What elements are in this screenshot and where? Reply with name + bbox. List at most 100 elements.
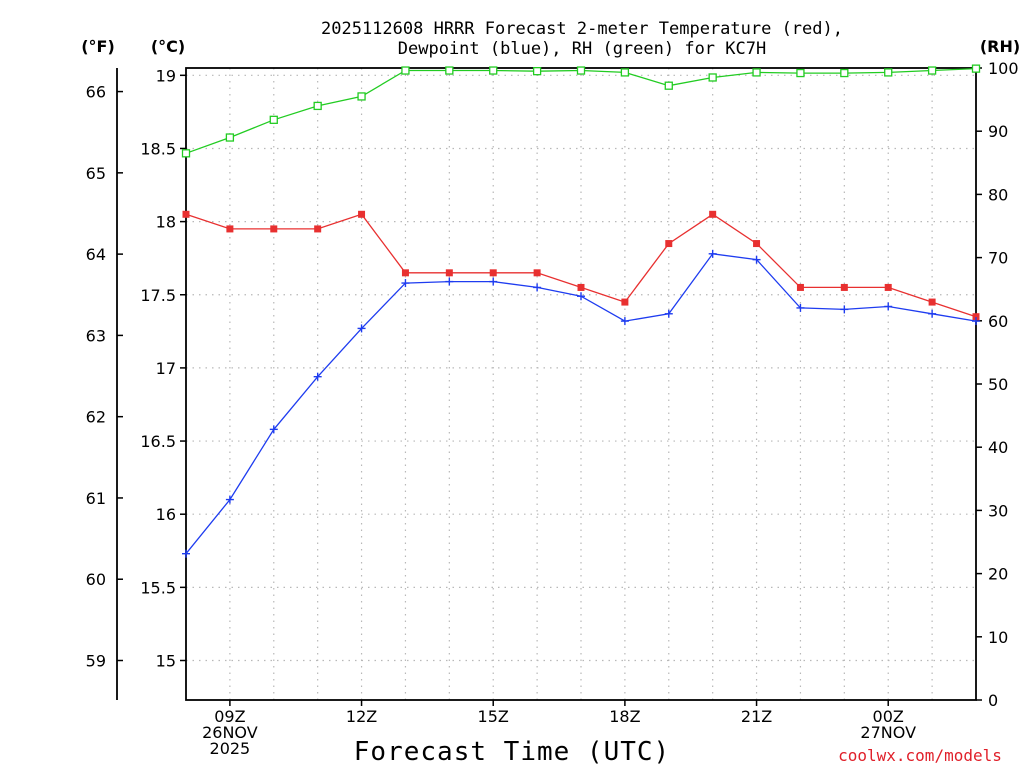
series-temperature: [182, 210, 980, 321]
dewpoint-point: [225, 495, 234, 504]
temperature-line: [185, 213, 977, 318]
rh-point: [489, 66, 498, 75]
temperature-point: [928, 298, 936, 306]
dewpoint-point: [708, 249, 717, 258]
fahrenheit-tick-label: 59: [86, 652, 106, 671]
x-tick-label: 15Z: [478, 707, 509, 726]
temperature-point: [884, 283, 892, 291]
temperature-point: [314, 225, 322, 233]
series-dewpoint: [182, 249, 980, 558]
credit-text: coolwx.com/models: [838, 746, 1002, 765]
rh-tick-label: 0: [988, 691, 998, 710]
temperature-point: [753, 240, 761, 248]
series-rh: [181, 64, 981, 158]
fahrenheit-tick-label: 64: [86, 245, 106, 264]
rh-point: [181, 149, 191, 158]
dewpoint-point: [620, 317, 629, 326]
dewpoint-point: [884, 302, 893, 311]
rh-tick-label: 90: [988, 122, 1008, 141]
plot-frame: [185, 67, 977, 701]
temperature-point: [226, 225, 234, 233]
rh-point: [225, 133, 235, 142]
fahrenheit-tick-label: 60: [86, 570, 106, 589]
rh-point: [313, 101, 322, 111]
x-tick-label: 26NOV: [202, 723, 258, 742]
rh-point: [620, 68, 630, 77]
dewpoint-point: [664, 309, 673, 318]
celsius-tick-label: 16: [156, 505, 176, 524]
chart-title-line1: 2025112608 HRRR Forecast 2-meter Tempera…: [321, 19, 843, 39]
temperature-point: [358, 210, 366, 218]
celsius-tick-label: 15: [156, 652, 176, 671]
fahrenheit-unit-label: (°F): [81, 37, 115, 56]
dewpoint-point: [489, 277, 498, 286]
dewpoint-point: [577, 292, 585, 301]
rh-point: [927, 66, 937, 75]
celsius-tick-label: 19: [156, 66, 176, 85]
rh-point: [884, 68, 893, 77]
rh-tick-label: 50: [988, 375, 1008, 394]
rh-point: [971, 64, 981, 73]
rh-point: [752, 68, 761, 77]
temperature-point: [709, 210, 717, 218]
dewpoint-point: [796, 303, 805, 312]
series-layer: [181, 64, 981, 558]
rh-point: [840, 68, 849, 78]
rh-tick-label: 70: [988, 249, 1008, 268]
temperature-point: [445, 269, 453, 277]
rh-tick-label: 30: [988, 501, 1008, 520]
temperature-point: [796, 283, 804, 291]
labels-layer: 15 15.5 16 16.5 17 17.5 18 18.5 19 59 60 61 62 63 64 65…: [86, 59, 1019, 758]
temperature-point: [270, 225, 278, 233]
dewpoint-point: [840, 305, 849, 314]
rh-unit-label: (RH): [980, 37, 1020, 56]
celsius-tick-label: 17.5: [140, 286, 176, 305]
x-tick-label: 00Z: [873, 707, 904, 726]
rh-point: [532, 67, 542, 76]
temperature-point: [533, 269, 541, 277]
grid: [186, 68, 976, 700]
rh-tick-label: 20: [988, 565, 1008, 584]
rh-tick-label: 40: [988, 438, 1008, 457]
temperature-point: [489, 269, 497, 277]
x-axis-title: Forecast Time (UTC): [354, 737, 670, 767]
dewpoint-point: [357, 324, 366, 333]
x-tick-label: 2025: [210, 739, 251, 758]
axes: [116, 67, 982, 706]
celsius-unit-label: (°C): [151, 37, 185, 56]
temperature-point: [840, 283, 848, 291]
rh-point: [576, 66, 586, 75]
rh-point: [708, 73, 717, 82]
fahrenheit-tick-label: 66: [86, 83, 106, 102]
dewpoint-point: [752, 255, 761, 264]
celsius-tick-label: 16.5: [140, 432, 176, 451]
rh-tick-label: 10: [988, 628, 1008, 647]
dewpoint-point: [445, 277, 454, 286]
x-tick-label: 12Z: [346, 707, 377, 726]
dewpoint-point: [928, 309, 937, 318]
celsius-tick-label: 18: [156, 213, 176, 232]
temperature-point: [665, 240, 673, 248]
temperature-point: [401, 269, 409, 277]
celsius-tick-label: 17: [156, 359, 176, 378]
rh-point: [445, 66, 454, 75]
rh-point: [664, 81, 673, 90]
chart-title-line2: Dewpoint (blue), RH (green) for KC7H: [398, 39, 766, 59]
temperature-point: [972, 313, 980, 321]
temperature-point: [182, 210, 190, 218]
x-tick-label: 09Z: [214, 707, 245, 726]
x-tick-label: 27NOV: [860, 723, 916, 742]
rh-point: [796, 68, 805, 78]
temperature-point: [577, 283, 585, 291]
rh-tick-label: 80: [988, 185, 1008, 204]
dewpoint-point: [533, 283, 542, 292]
celsius-tick-label: 18.5: [140, 139, 176, 158]
dewpoint-point: [401, 279, 410, 288]
rh-point: [401, 66, 410, 75]
fahrenheit-tick-label: 63: [86, 326, 106, 345]
dewpoint-point: [182, 549, 190, 558]
rh-point: [357, 92, 366, 101]
fahrenheit-tick-label: 62: [86, 408, 106, 427]
rh-tick-label: 100: [988, 59, 1019, 78]
